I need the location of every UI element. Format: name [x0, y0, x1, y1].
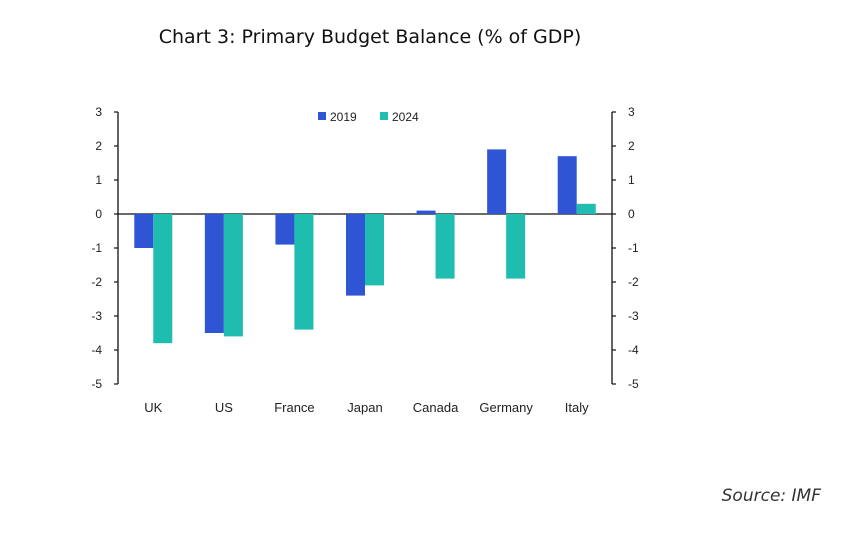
source-note: Source: IMF: [721, 486, 821, 506]
y-tick-label-left: 1: [95, 173, 102, 187]
x-category-label: Germany: [479, 400, 533, 415]
x-category-label: France: [274, 400, 314, 415]
x-category-label: Canada: [413, 400, 459, 415]
y-tick-label-right: 3: [628, 105, 635, 119]
y-tick-label-right: -4: [628, 343, 639, 357]
y-tick-label-right: -3: [628, 309, 639, 323]
legend-label-2019: 2019: [330, 110, 357, 124]
legend-label-2024: 2024: [392, 110, 419, 124]
bar-2024-canada: [435, 214, 455, 279]
y-tick-label-right: -1: [628, 241, 639, 255]
y-tick-label-left: 3: [95, 105, 102, 119]
y-tick-label-right: -5: [628, 377, 639, 391]
chart-title: Chart 3: Primary Budget Balance (% of GD…: [158, 26, 582, 48]
bar-2024-germany: [506, 214, 526, 279]
bar-2019-germany: [487, 149, 507, 214]
bar-2024-france: [294, 214, 314, 330]
y-tick-label-right: 1: [628, 173, 635, 187]
x-category-label: UK: [144, 400, 162, 415]
bar-2024-italy: [576, 203, 596, 214]
y-tick-label-left: -5: [91, 377, 102, 391]
x-category-label: US: [215, 400, 233, 415]
legend-swatch-2019: [318, 112, 326, 120]
y-tick-label-right: -2: [628, 275, 639, 289]
bar-2019-france: [275, 214, 295, 245]
bar-2019-us: [204, 214, 224, 333]
x-category-label: Japan: [347, 400, 382, 415]
bar-2019-uk: [134, 214, 154, 248]
legend-swatch-2024: [380, 112, 388, 120]
y-tick-label-left: 2: [95, 139, 102, 153]
bar-2024-uk: [153, 214, 173, 344]
bar-2019-japan: [346, 214, 365, 296]
y-tick-label-left: -3: [91, 309, 102, 323]
bar-2024-us: [223, 214, 243, 337]
y-tick-label-right: 0: [628, 207, 635, 221]
y-tick-label-right: 2: [628, 139, 635, 153]
y-tick-label-left: -2: [91, 275, 102, 289]
bar-2019-canada: [416, 210, 436, 214]
x-category-label: Italy: [565, 400, 589, 415]
y-tick-label-left: -4: [91, 343, 102, 357]
y-tick-label-left: -1: [91, 241, 102, 255]
bar-2024-japan: [365, 214, 384, 286]
y-tick-label-left: 0: [95, 207, 102, 221]
bar-2019-italy: [557, 156, 577, 214]
